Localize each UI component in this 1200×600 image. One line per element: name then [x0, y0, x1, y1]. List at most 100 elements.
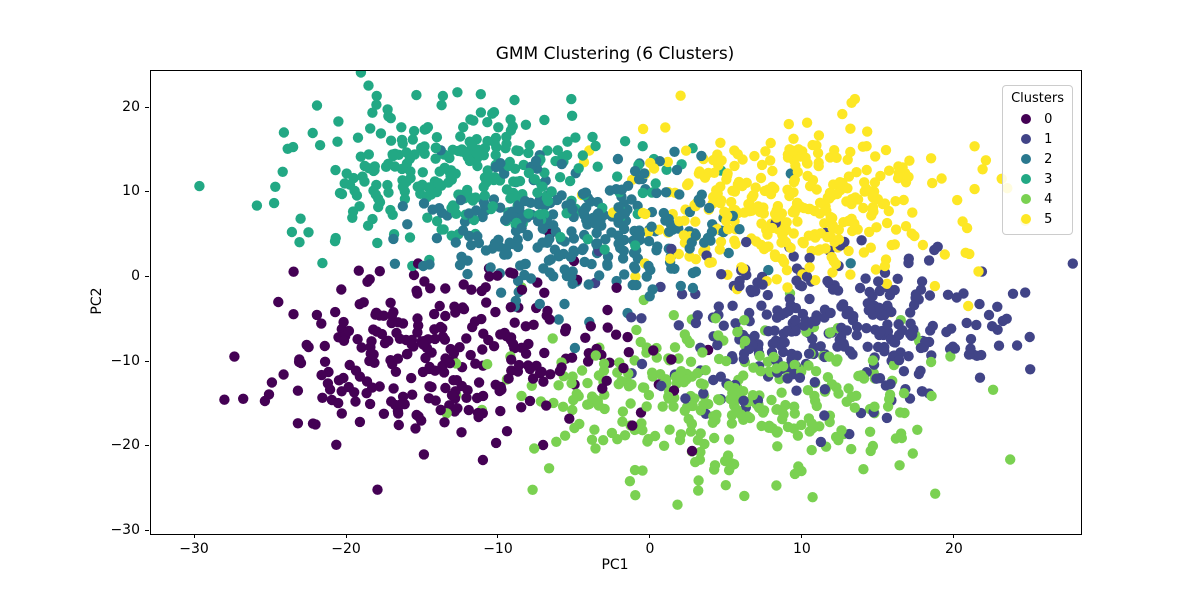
- data-point: [411, 89, 422, 101]
- data-point: [459, 147, 470, 158]
- y-tick-mark: [145, 276, 149, 278]
- data-point: [499, 168, 510, 179]
- data-point: [436, 224, 447, 235]
- data-point: [824, 187, 836, 198]
- data-point: [626, 379, 637, 390]
- data-point: [358, 297, 369, 308]
- data-point: [524, 395, 536, 407]
- data-point: [738, 353, 749, 365]
- y-tick-label: −30: [110, 521, 140, 538]
- data-point: [597, 383, 608, 394]
- data-point: [681, 179, 693, 191]
- data-point: [467, 321, 478, 333]
- data-point: [288, 266, 299, 277]
- data-point: [804, 426, 815, 437]
- data-point: [582, 234, 593, 245]
- data-point: [669, 146, 680, 157]
- data-point: [814, 197, 826, 208]
- data-point: [912, 424, 923, 435]
- data-point: [715, 137, 726, 148]
- data-point: [488, 341, 500, 352]
- data-point: [373, 193, 384, 204]
- data-point: [883, 165, 895, 176]
- data-point: [618, 223, 630, 235]
- data-point: [585, 321, 596, 332]
- data-point: [750, 182, 761, 193]
- data-point: [559, 298, 570, 310]
- data-point: [893, 355, 905, 366]
- data-point: [538, 376, 549, 387]
- data-point: [542, 145, 553, 156]
- data-point: [784, 293, 795, 304]
- data-point: [664, 424, 675, 435]
- data-point: [671, 164, 683, 176]
- data-point: [347, 212, 358, 223]
- data-point: [527, 373, 539, 384]
- data-point: [390, 366, 402, 377]
- data-point: [678, 377, 690, 388]
- data-point: [695, 446, 706, 458]
- data-point: [396, 134, 408, 146]
- data-point: [755, 172, 767, 184]
- data-point: [791, 275, 802, 286]
- data-point: [675, 280, 686, 292]
- data-point: [399, 186, 410, 197]
- data-point: [602, 304, 613, 316]
- data-point: [822, 231, 833, 243]
- data-point: [674, 216, 685, 227]
- data-point: [598, 358, 610, 369]
- data-point: [444, 152, 455, 164]
- data-point: [425, 283, 436, 294]
- data-point: [501, 184, 513, 195]
- data-point: [503, 160, 514, 172]
- data-point: [362, 220, 374, 231]
- data-point: [562, 136, 573, 147]
- data-point: [429, 333, 441, 345]
- data-point: [431, 216, 443, 227]
- data-point: [439, 417, 450, 428]
- y-tick-mark: [145, 445, 149, 447]
- data-point: [354, 371, 366, 382]
- data-point: [997, 315, 1008, 327]
- data-point: [316, 318, 327, 329]
- data-point: [418, 339, 429, 350]
- data-point: [408, 269, 420, 281]
- data-point: [865, 242, 876, 253]
- data-point: [804, 293, 815, 305]
- data-point: [776, 387, 787, 398]
- data-point: [436, 207, 447, 218]
- data-point: [858, 202, 869, 214]
- data-point: [771, 274, 782, 285]
- y-tick-mark: [145, 106, 149, 108]
- data-point: [879, 198, 891, 209]
- data-point: [739, 335, 751, 347]
- data-point: [716, 269, 727, 280]
- data-point: [709, 460, 721, 471]
- data-point: [529, 443, 540, 454]
- data-point: [422, 212, 433, 223]
- data-point: [406, 339, 417, 350]
- data-point: [314, 140, 326, 151]
- data-point: [656, 380, 667, 392]
- data-point: [861, 183, 872, 194]
- data-point: [386, 396, 397, 407]
- data-point: [1005, 454, 1016, 465]
- data-point: [636, 358, 648, 370]
- data-point: [907, 207, 918, 218]
- data-point: [874, 285, 885, 297]
- data-point: [504, 237, 515, 248]
- data-point: [791, 350, 803, 361]
- data-point: [889, 284, 900, 296]
- data-point: [873, 276, 884, 287]
- data-point: [471, 148, 483, 159]
- data-point: [769, 325, 780, 336]
- data-point: [768, 351, 779, 363]
- data-point: [732, 326, 743, 338]
- data-point: [693, 485, 704, 496]
- data-point: [806, 444, 817, 456]
- data-point: [961, 317, 972, 329]
- x-tick-mark: [953, 534, 955, 538]
- data-point: [591, 227, 602, 239]
- legend-marker-icon: [1021, 194, 1032, 204]
- data-point: [806, 418, 818, 429]
